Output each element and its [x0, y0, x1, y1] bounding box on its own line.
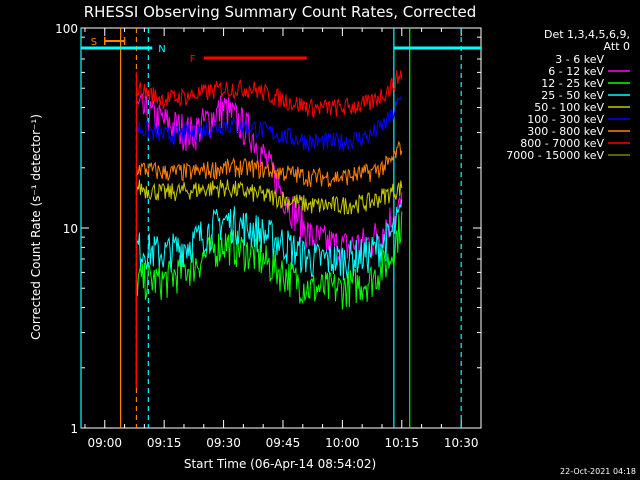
chart-title: RHESSI Observing Summary Count Rates, Co… [84, 3, 477, 21]
x-axis-label: Start Time (06-Apr-14 08:54:02) [184, 457, 376, 471]
legend-header-line-1: Det 1,3,4,5,6,9, [544, 28, 630, 41]
legend-entry-label: 100 - 300 keV [527, 113, 604, 126]
legend-entry-label: 6 - 12 keV [548, 65, 604, 78]
x-tick-label: 10:15 [384, 436, 419, 450]
series-line [135, 211, 403, 310]
series-line [136, 199, 403, 281]
legend-entry-label: 12 - 25 keV [541, 77, 604, 90]
legend-entry-label: 7000 - 15000 keV [506, 149, 604, 162]
x-tick-label: 10:30 [444, 436, 479, 450]
y-tick-label: 10 [63, 222, 78, 236]
x-tick-label: 10:00 [325, 436, 360, 450]
series-line [135, 179, 403, 215]
flag-n-label: N [158, 44, 165, 55]
y-tick-label: 1 [70, 422, 78, 436]
y-tick-label: 100 [55, 22, 78, 36]
x-tick-label: 09:15 [147, 436, 182, 450]
legend-entry-label: 50 - 100 keV [534, 101, 604, 114]
x-tick-label: 09:00 [87, 436, 122, 450]
footer-timestamp: 22-Oct-2021 04:18 [560, 467, 636, 476]
x-tick-label: 09:30 [206, 436, 241, 450]
flag-s-label: S [91, 37, 97, 48]
x-tick-label: 09:45 [266, 436, 301, 450]
legend-entry-label: 25 - 50 keV [541, 89, 604, 102]
legend-entry-label: 3 - 6 keV [555, 53, 604, 66]
series-line [135, 70, 403, 119]
y-axis-label: Corrected Count Rate (s⁻¹ detector⁻¹) [29, 114, 43, 340]
series-line [135, 140, 403, 188]
legend-entry-label: 300 - 800 keV [527, 125, 604, 138]
flag-f-label: F [190, 54, 196, 65]
series-line [135, 96, 403, 152]
plot-area: 1 10 100 09:00 09:15 09:30 09:45 10:00 10:15 10:3… [55, 22, 482, 450]
series-line [135, 93, 403, 268]
legend-header-line-2: Att 0 [604, 40, 630, 53]
legend-entry-label: 800 - 7000 keV [520, 137, 604, 150]
